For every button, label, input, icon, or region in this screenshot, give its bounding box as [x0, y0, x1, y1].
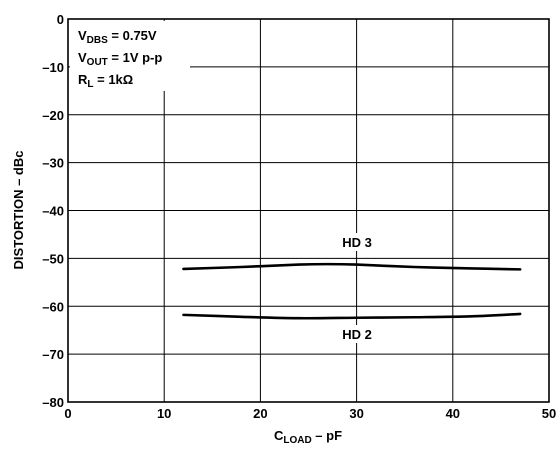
y-tick-label: –20: [42, 108, 64, 123]
tick-labels: 0 10 20 30 40 50 0 –10 –20 –30 –40 –50 –60 –70 –80: [42, 12, 556, 421]
annotation-vdbs: VDBS = 0.75V: [78, 28, 157, 46]
annotation-background: [70, 21, 190, 91]
y-tick-label: 0: [57, 12, 64, 27]
series-label-hd3: HD 3: [342, 235, 372, 250]
series: [182, 262, 522, 320]
y-tick-label: –60: [42, 299, 64, 314]
series-label-hd2: HD 2: [342, 327, 372, 342]
y-tick-label: –80: [42, 395, 64, 410]
series-line-hd2: [182, 312, 522, 320]
x-tick-label: 30: [349, 406, 363, 421]
plot-frame: [67, 18, 550, 403]
y-tick-label: –10: [42, 60, 64, 75]
x-tick-label: 10: [157, 406, 171, 421]
annotation-rl: RL = 1kΩ: [78, 72, 133, 90]
y-tick-label: –30: [42, 156, 64, 171]
hd2-label-background: [334, 325, 380, 343]
hd3-label-background: [334, 233, 380, 251]
x-axis-title: CLOAD – pF: [274, 428, 342, 446]
x-tick-label: 0: [64, 406, 71, 421]
series-line-hd3: [182, 262, 522, 271]
y-tick-label: –70: [42, 347, 64, 362]
x-tick-label: 50: [542, 406, 556, 421]
x-tick-label: 20: [253, 406, 267, 421]
grid: [68, 19, 549, 402]
annotation-vout: VOUT = 1V p-p: [78, 50, 162, 68]
y-tick-label: –40: [42, 204, 64, 219]
y-tick-label: –50: [42, 251, 64, 266]
x-tick-label: 40: [446, 406, 460, 421]
y-axis-title: DISTORTION – dBc: [11, 151, 26, 270]
